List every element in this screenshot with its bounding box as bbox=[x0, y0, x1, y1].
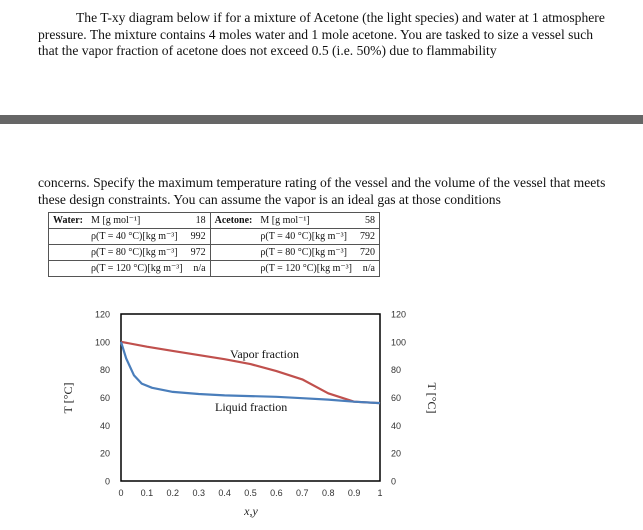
water-label: ρ(T = 40 °C)[kg m⁻³] bbox=[87, 228, 187, 245]
acetone-value: 58 bbox=[355, 212, 380, 229]
y-tick-label-right: 40 bbox=[391, 421, 401, 431]
x-tick-label: 0.6 bbox=[270, 488, 283, 498]
y-tick-label: 40 bbox=[100, 421, 110, 431]
intro-paragraph: The T-xy diagram below if for a mixture … bbox=[38, 10, 605, 58]
y-tick-label: 20 bbox=[100, 449, 110, 459]
x-tick-label: 0.5 bbox=[244, 488, 257, 498]
water-label: ρ(T = 80 °C)[kg m⁻³] bbox=[87, 244, 187, 261]
acetone-name: Acetone: bbox=[209, 212, 257, 229]
acetone-value: 792 bbox=[355, 228, 380, 245]
x-tick-label: 0.9 bbox=[348, 488, 361, 498]
plot-frame bbox=[120, 313, 381, 482]
y-tick-label-right: 120 bbox=[391, 310, 406, 320]
table-row: ρ(T = 40 °C)[kg m⁻³] 992 ρ(T = 40 °C)[kg… bbox=[48, 228, 380, 245]
y-tick-label: 80 bbox=[100, 365, 110, 375]
water-label: ρ(T = 120 °C)[kg m⁻³] bbox=[87, 260, 187, 277]
liquid-fraction-label: Liquid fraction bbox=[215, 400, 287, 414]
x-tick-label: 0.4 bbox=[218, 488, 231, 498]
x-tick-label: 0.8 bbox=[322, 488, 335, 498]
y-tick-label-right: 100 bbox=[391, 337, 406, 347]
x-tick-label: 0.7 bbox=[296, 488, 309, 498]
y-tick-label-right: 80 bbox=[391, 365, 401, 375]
y-tick-label-right: 0 bbox=[391, 477, 396, 487]
y-tick-label-right: 60 bbox=[391, 393, 401, 403]
question-paragraph: concerns. Specify the maximum temperatur… bbox=[38, 175, 606, 207]
table-row: ρ(T = 80 °C)[kg m⁻³] 972 ρ(T = 80 °C)[kg… bbox=[48, 244, 380, 261]
water-label: M [g mol⁻¹] bbox=[87, 212, 187, 229]
y-axis-label-left: T [°C] bbox=[61, 383, 75, 414]
x-tick-label: 0 bbox=[118, 488, 123, 498]
page-divider bbox=[0, 115, 643, 124]
properties-table: Water: M [g mol⁻¹] 18 Acetone: M [g mol⁻… bbox=[48, 212, 380, 277]
table-row: ρ(T = 120 °C)[kg m⁻³] n/a ρ(T = 120 °C)[… bbox=[48, 260, 380, 277]
vapor-curve-line bbox=[120, 340, 381, 405]
y-tick-label: 0 bbox=[105, 477, 110, 487]
table-row: Water: M [g mol⁻¹] 18 Acetone: M [g mol⁻… bbox=[48, 212, 380, 229]
liquid-curve-line bbox=[119, 341, 381, 405]
x-tick-label: 1 bbox=[377, 488, 382, 498]
y-axis-label-right: T [°C] bbox=[425, 383, 439, 414]
acetone-value: 720 bbox=[355, 244, 380, 261]
y-tick-label-right: 20 bbox=[391, 449, 401, 459]
y-tick-label: 100 bbox=[95, 337, 110, 347]
x-tick-label: 0.1 bbox=[141, 488, 154, 498]
y-tick-label: 120 bbox=[95, 310, 110, 320]
x-axis-label: x,y bbox=[243, 504, 258, 518]
x-tick-label: 0.3 bbox=[192, 488, 205, 498]
x-tick-label: 0.2 bbox=[167, 488, 180, 498]
vapor-fraction-label: Vapor fraction bbox=[230, 347, 299, 361]
acetone-label: ρ(T = 80 °C)[kg m⁻³] bbox=[256, 244, 356, 261]
acetone-value: n/a bbox=[355, 260, 380, 277]
y-tick-label: 60 bbox=[100, 393, 110, 403]
acetone-label: ρ(T = 40 °C)[kg m⁻³] bbox=[256, 228, 356, 245]
acetone-label: M [g mol⁻¹] bbox=[256, 212, 356, 229]
acetone-label: ρ(T = 120 °C)[kg m⁻³] bbox=[256, 260, 356, 277]
water-name: Water: bbox=[48, 212, 87, 229]
